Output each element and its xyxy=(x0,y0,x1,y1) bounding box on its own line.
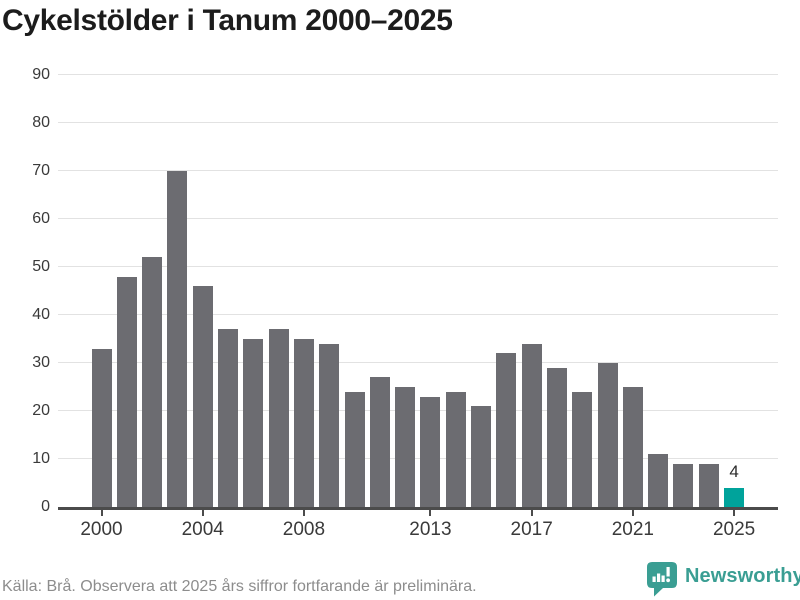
y-gridline xyxy=(58,218,778,219)
bar-2001 xyxy=(116,276,137,507)
bar-2018 xyxy=(546,367,567,507)
y-axis-tick-label: 30 xyxy=(32,354,50,371)
x-axis-tick xyxy=(429,510,432,516)
x-axis-tick xyxy=(100,510,103,516)
bar-2000 xyxy=(91,348,112,507)
bar-2022 xyxy=(648,454,669,507)
x-axis-tick-label: 2000 xyxy=(80,519,123,540)
bar-2006 xyxy=(243,339,264,507)
bar-2023 xyxy=(673,463,694,507)
y-gridline xyxy=(58,458,778,459)
y-axis-tick-label: 20 xyxy=(32,402,50,419)
bar-2015 xyxy=(471,406,492,507)
y-gridline xyxy=(58,74,778,75)
source-note: Källa: Brå. Observera att 2025 års siffr… xyxy=(2,578,477,595)
bar-2016 xyxy=(496,353,517,507)
bar-2004 xyxy=(192,286,213,507)
plot-area: 0 10 20 30 40 50 60 70 80 90 4 2000 2004 2008 2013 2017… xyxy=(32,66,778,540)
y-gridline xyxy=(58,170,778,171)
y-axis-tick-label: 10 xyxy=(32,450,50,467)
x-axis-tick-label: 2013 xyxy=(409,519,452,540)
x-axis-tick xyxy=(201,510,204,516)
bar-2019 xyxy=(572,391,593,507)
y-axis-tick-label: 60 xyxy=(32,210,50,227)
x-axis-tick-label: 2008 xyxy=(282,519,326,540)
bar-2024 xyxy=(698,463,719,507)
y-gridline xyxy=(58,362,778,363)
y-gridline xyxy=(58,122,778,123)
newsworthy-speech-bubble-bars-icon xyxy=(647,562,677,597)
x-axis-tick-label: 2021 xyxy=(611,519,655,540)
y-gridline xyxy=(58,410,778,411)
bar-2008 xyxy=(293,339,314,507)
bar-2005 xyxy=(218,329,239,507)
x-axis-tick-label: 2017 xyxy=(510,519,553,540)
y-axis-tick-label: 40 xyxy=(32,306,50,323)
chart-title: Cykelstölder i Tanum 2000–2025 xyxy=(2,4,453,37)
y-axis-tick-label: 80 xyxy=(32,114,50,131)
y-axis-tick-label: 50 xyxy=(32,258,50,275)
newsworthy-logo-text: Newsworthy xyxy=(685,565,800,587)
y-axis-tick-label: 70 xyxy=(32,162,50,179)
bar-2011 xyxy=(369,377,390,507)
bar-2013 xyxy=(420,396,441,507)
x-axis-tick xyxy=(733,510,736,516)
newsworthy-logo: Newsworthy xyxy=(646,561,800,598)
x-axis-tick xyxy=(302,510,305,516)
y-gridline xyxy=(58,314,778,315)
y-gridline xyxy=(58,266,778,267)
bar-2012 xyxy=(395,387,416,507)
bar-2002 xyxy=(142,257,163,507)
bar-2009 xyxy=(319,343,340,507)
y-axis-tick-label: 90 xyxy=(32,66,50,83)
bar-2010 xyxy=(344,391,365,507)
bar-value-label: 4 xyxy=(729,461,739,481)
bar-2020 xyxy=(597,363,618,507)
bar-2003 xyxy=(167,171,188,507)
bar-2017 xyxy=(521,343,542,507)
bar-2007 xyxy=(268,329,289,507)
bar-2014 xyxy=(445,391,466,507)
y-axis-tick-label: 0 xyxy=(41,498,50,515)
x-axis-line xyxy=(58,507,778,510)
x-axis-tick xyxy=(530,510,533,516)
x-axis-tick-label: 2025 xyxy=(712,519,756,540)
bar-2021 xyxy=(622,387,643,507)
x-axis-tick-label: 2004 xyxy=(181,519,224,540)
x-axis-tick xyxy=(631,510,634,516)
bar-2025 xyxy=(724,487,745,507)
